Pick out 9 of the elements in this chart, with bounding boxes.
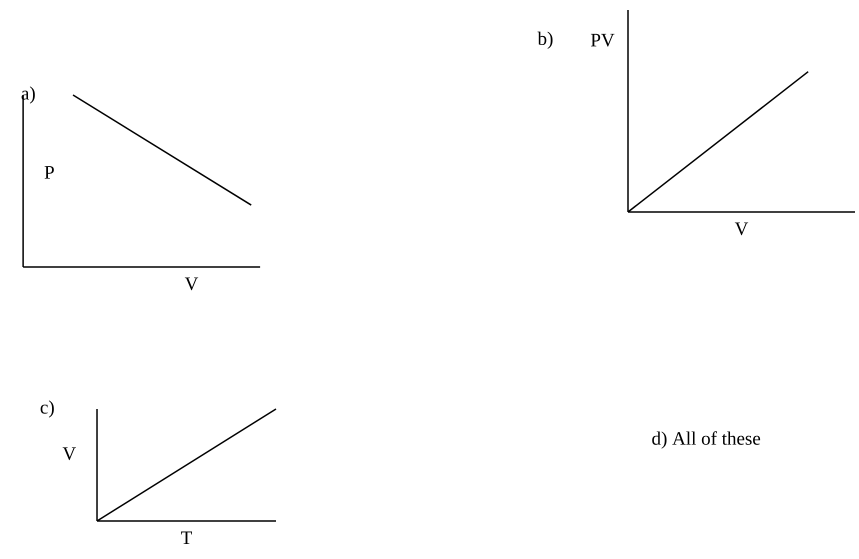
- x-axis-title: V: [184, 278, 198, 290]
- y-axis-title: PV: [590, 34, 614, 47]
- text: d) All of these: [652, 431, 760, 449]
- chart-title: b): [538, 32, 553, 49]
- x-axis-title: T: [181, 532, 192, 544]
- y-axis-title: P: [44, 166, 54, 179]
- x-axis-title: V: [734, 222, 748, 236]
- chart-title: c): [40, 400, 54, 418]
- y-axis-title: V: [62, 447, 76, 460]
